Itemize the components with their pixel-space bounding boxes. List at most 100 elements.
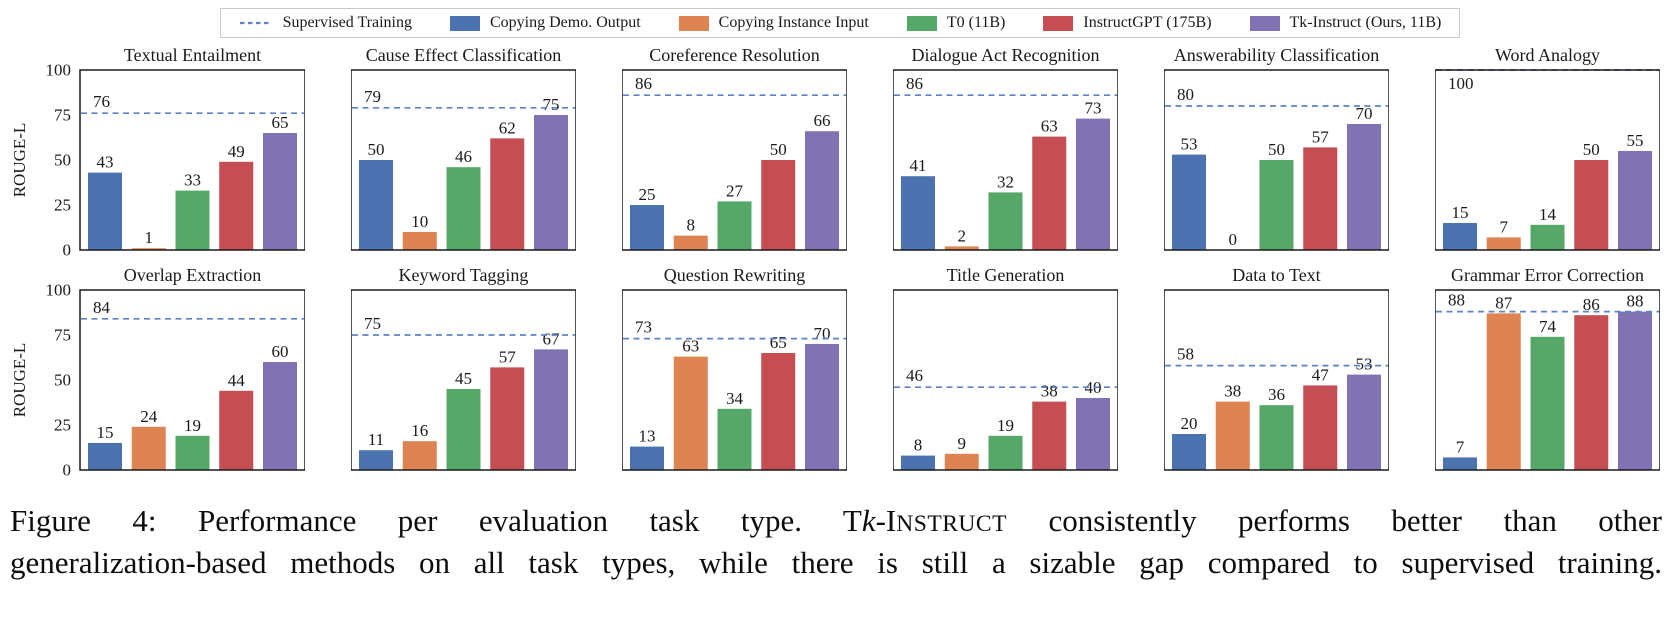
y-tick-label: 50 (54, 371, 71, 390)
panel-title: Answerability Classification (1174, 45, 1379, 65)
bar-t0-11b (1259, 405, 1294, 470)
bar-t0-11b (717, 201, 752, 250)
bar-instructgpt-175b (1574, 315, 1609, 470)
bar-instructgpt-175b (761, 353, 796, 470)
bar-value-label: 86 (1583, 295, 1600, 314)
bar-t0-11b (717, 408, 752, 470)
bar-t0-11b (1530, 336, 1565, 470)
caption-line-2: generalization-based methods on all task… (10, 544, 1662, 580)
panel-title: Title Generation (947, 265, 1065, 285)
bar-copying-instance-input (402, 232, 437, 250)
bar-value-label: 50 (368, 140, 385, 159)
bar-copying-demo-output (359, 450, 393, 470)
chart-panel-answerability-classification: Answerability Classification 53 0 50 57 70 80 (1164, 45, 1389, 251)
bar-instructgpt-175b (490, 138, 525, 250)
chart-legend: Supervised Training Copying Demo. Output C… (219, 8, 1461, 38)
legend-label: Tk-Instruct (Ours, 11B) (1289, 14, 1442, 31)
bar-value-label: 46 (455, 147, 472, 166)
bar-instructgpt-175b (219, 390, 254, 470)
bar-copying-demo-output (359, 160, 393, 250)
panel-title: Coreference Resolution (649, 45, 819, 65)
panel-title: Textual Entailment (124, 45, 261, 65)
legend-label: T0 (11B) (946, 14, 1006, 31)
supervised-value-label: 88 (1448, 291, 1465, 310)
bar-value-label: 34 (726, 389, 744, 408)
legend-item-copying-instance-input: Copying Instance Input (678, 14, 869, 32)
y-tick-label: 25 (54, 196, 71, 215)
bar-copying-instance-input (1215, 401, 1250, 470)
bar-copying-instance-input (402, 441, 437, 470)
color-swatch-icon (1249, 15, 1280, 31)
legend-item-tk-instruct-ours-11b: Tk-Instruct (Ours, 11B) (1249, 14, 1442, 32)
dashed-line-swatch-icon (239, 21, 272, 25)
bar-value-label: 1 (145, 228, 154, 247)
bar-value-label: 65 (272, 113, 289, 132)
bar-tk-instruct-ours-11b (1076, 118, 1110, 250)
bar-t0-11b (1259, 160, 1294, 250)
legend-label: Copying Demo. Output (489, 14, 641, 31)
bar-value-label: 70 (1356, 104, 1373, 123)
bar-value-label: 50 (770, 140, 787, 159)
bar-copying-demo-output (1172, 434, 1206, 470)
bar-copying-demo-output (1443, 457, 1477, 470)
bar-tk-instruct-ours-11b (1618, 151, 1652, 250)
bar-value-label: 55 (1627, 131, 1644, 150)
bar-value-label: 33 (184, 171, 201, 190)
bar-value-label: 65 (770, 333, 787, 352)
y-tick-label: 75 (54, 326, 71, 345)
bar-copying-demo-output (88, 443, 122, 470)
charts-row-bottom: Overlap Extraction ROUGE-L 0 25 50 75 100 15 24 1… (8, 264, 1680, 476)
chart-panel-cause-effect-classification: Cause Effect Classification 50 10 46 62 75 79 (351, 45, 576, 251)
bar-instructgpt-175b (1303, 147, 1338, 250)
y-tick-label: 25 (54, 416, 71, 435)
plot-border (893, 69, 1118, 251)
bar-tk-instruct-ours-11b (1076, 398, 1110, 470)
bar-tk-instruct-ours-11b (534, 349, 568, 470)
bar-value-label: 15 (97, 423, 114, 442)
bar-tk-instruct-ours-11b (534, 115, 568, 250)
bar-value-label: 9 (958, 434, 967, 453)
bar-value-label: 38 (1224, 382, 1241, 401)
chart-panel-coreference-resolution: Coreference Resolution 25 8 27 50 66 86 (622, 45, 847, 251)
panel-title: Grammar Error Correction (1451, 265, 1644, 285)
chart-panel-data-to-text: Data to Text 20 38 36 47 53 58 (1164, 265, 1389, 471)
bar-value-label: 0 (1229, 230, 1238, 249)
bar-value-label: 36 (1268, 385, 1285, 404)
bar-t0-11b (175, 435, 210, 470)
bar-tk-instruct-ours-11b (805, 344, 839, 470)
supervised-value-label: 100 (1448, 74, 1474, 93)
bar-tk-instruct-ours-11b (1347, 124, 1381, 250)
caption-text: -I (875, 503, 897, 538)
bar-t0-11b (988, 435, 1023, 470)
y-tick-label: 0 (63, 241, 72, 257)
panel-title: Data to Text (1232, 265, 1320, 285)
bar-value-label: 20 (1181, 414, 1198, 433)
bar-value-label: 53 (1356, 355, 1373, 374)
chart-panel-grammar-error-correction: Grammar Error Correction 7 87 74 86 88 88 (1435, 265, 1660, 471)
bar-value-label: 60 (272, 342, 289, 361)
plot-border (893, 289, 1118, 471)
panel-title: Question Rewriting (664, 265, 806, 285)
bar-t0-11b (988, 192, 1023, 250)
bar-value-label: 25 (639, 185, 656, 204)
bar-value-label: 88 (1627, 292, 1644, 311)
bar-value-label: 7 (1500, 217, 1509, 236)
panel-title: Dialogue Act Recognition (912, 45, 1100, 65)
plot-border (79, 289, 305, 471)
legend-item-t0-11b: T0 (11B) (906, 14, 1006, 32)
legend-item-copying-demo-output: Copying Demo. Output (449, 14, 641, 32)
supervised-value-label: 46 (906, 366, 923, 385)
bar-value-label: 2 (958, 226, 967, 245)
bar-value-label: 45 (455, 369, 472, 388)
bar-copying-instance-input (673, 235, 708, 250)
bar-instructgpt-175b (490, 367, 525, 470)
bar-copying-demo-output (630, 446, 664, 470)
caption-text: consistently performs better than other (1007, 503, 1663, 538)
chart-panel-word-analogy: Word Analogy 15 7 14 50 55 100 (1435, 45, 1660, 251)
bar-t0-11b (446, 167, 481, 250)
bar-value-label: 27 (726, 181, 744, 200)
bar-value-label: 32 (997, 172, 1014, 191)
bar-value-label: 47 (1312, 365, 1330, 384)
bar-value-label: 66 (814, 111, 831, 130)
panel-title: Cause Effect Classification (366, 45, 562, 65)
